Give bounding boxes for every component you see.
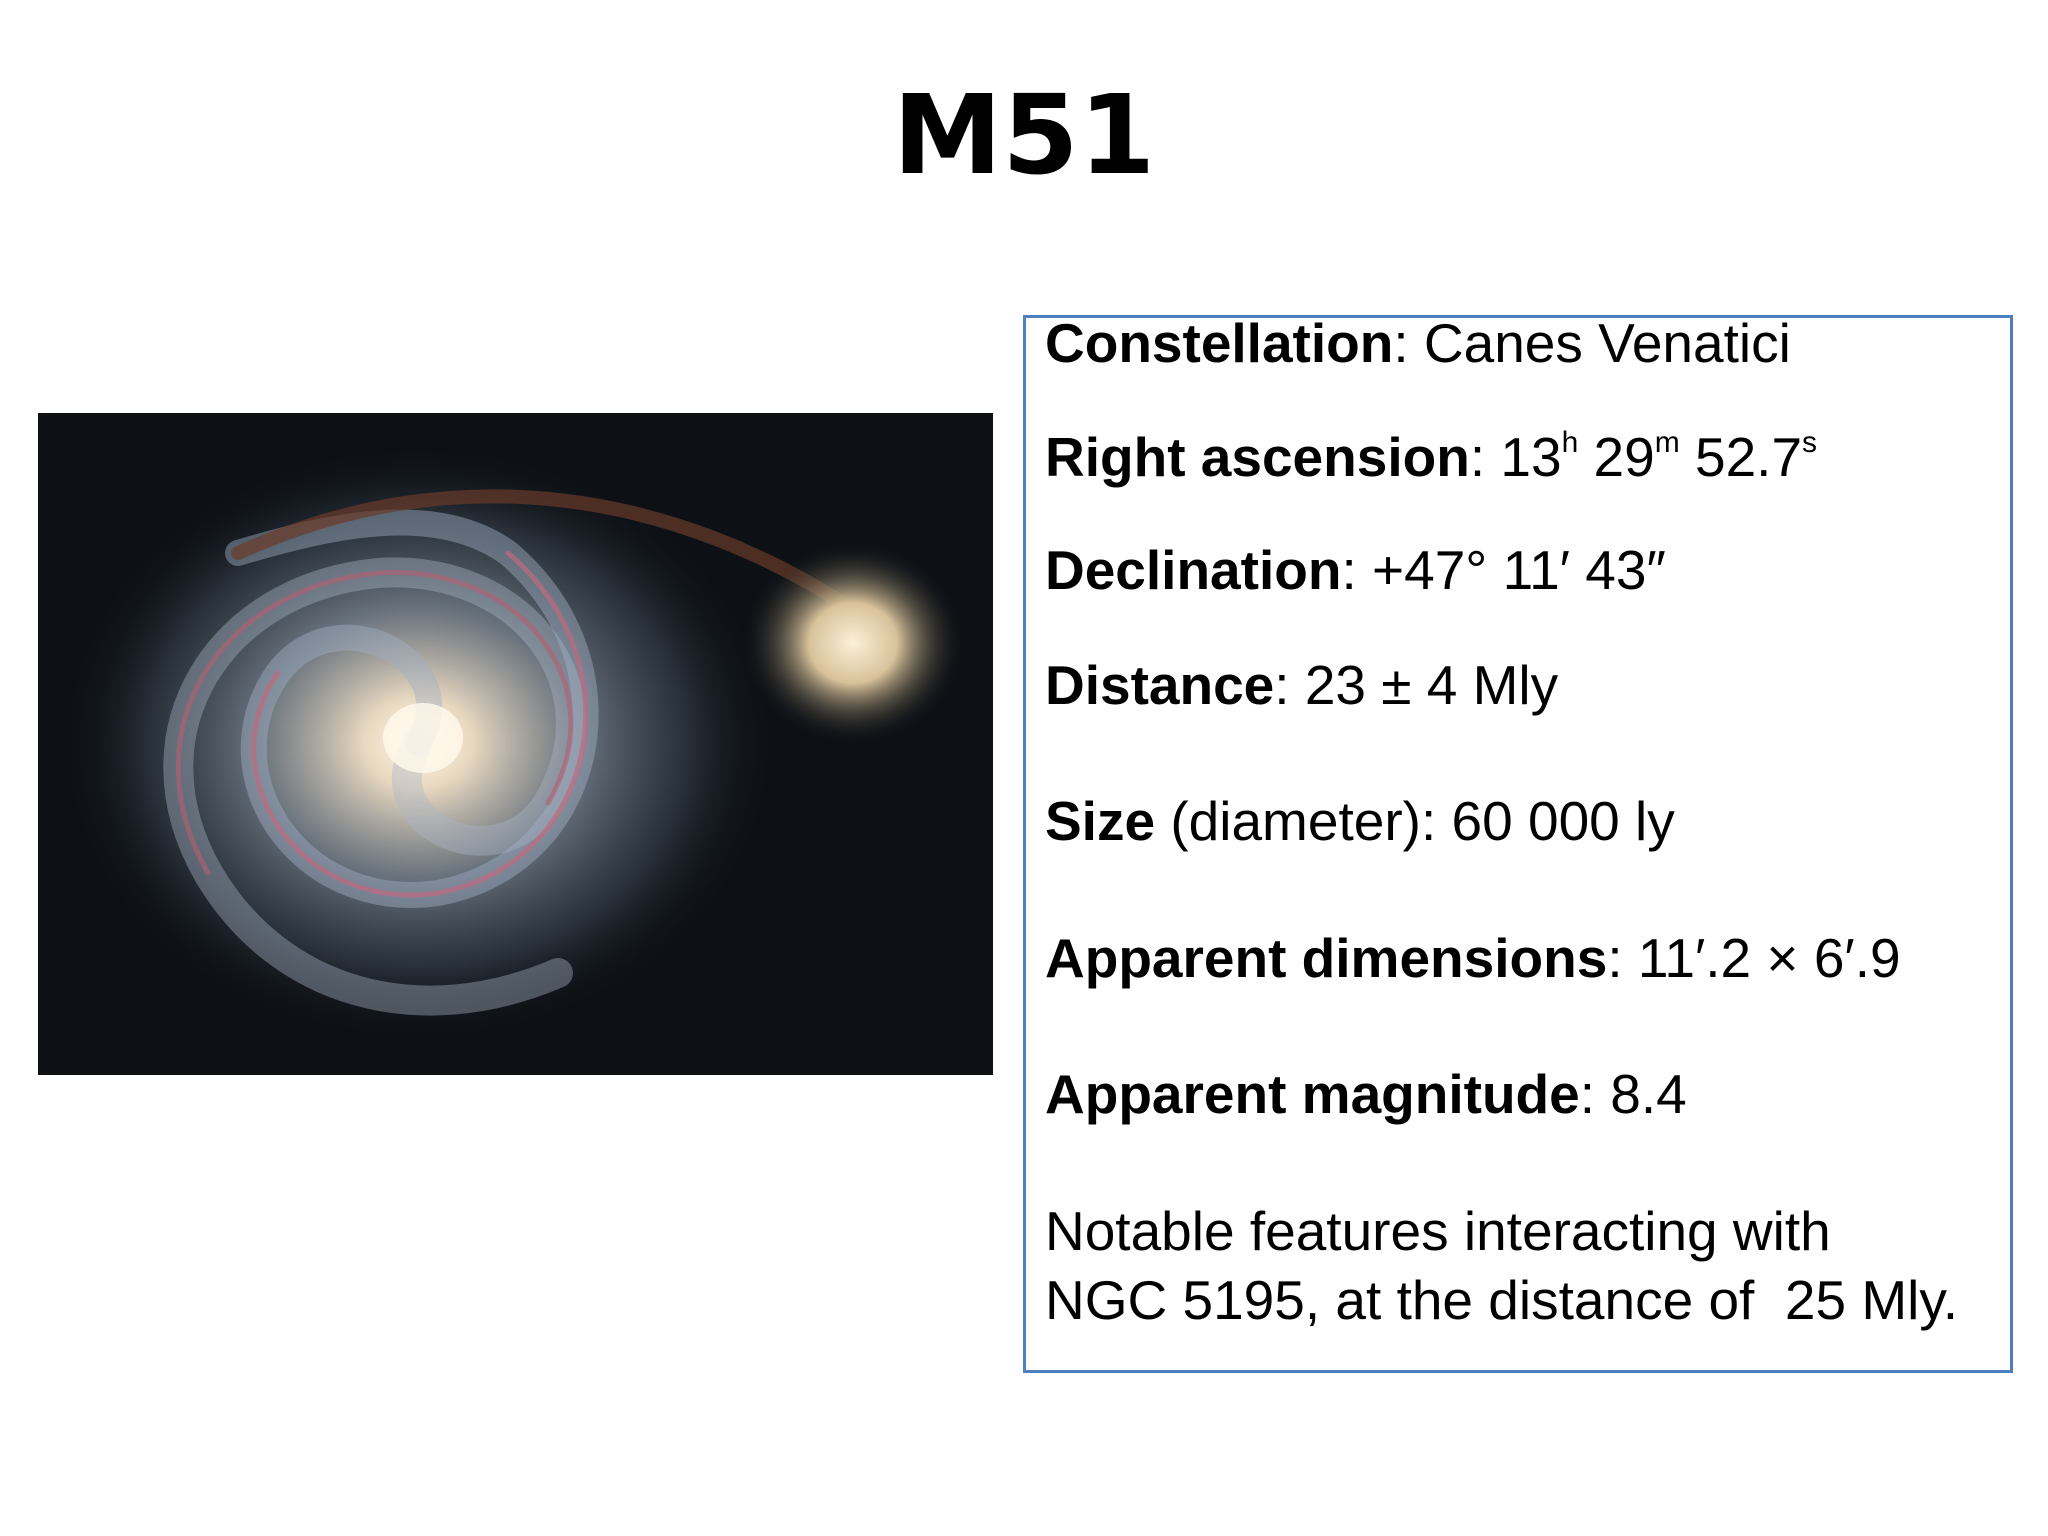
companion-galaxy bbox=[743, 543, 963, 743]
info-value: : 23 ± 4 Mly bbox=[1274, 654, 1559, 716]
info-value: 29 bbox=[1578, 426, 1655, 488]
info-value: : 8.4 bbox=[1579, 1063, 1687, 1125]
info-value: : +47° 11′ 43″ bbox=[1341, 539, 1666, 601]
info-line: Constellation: Canes Venatici bbox=[1045, 316, 1791, 371]
info-value: (diameter): 60 000 ly bbox=[1155, 790, 1675, 852]
info-label: Apparent dimensions bbox=[1045, 927, 1608, 989]
info-label: Size bbox=[1045, 790, 1156, 852]
unit-superscript: m bbox=[1654, 426, 1680, 459]
info-label: Distance bbox=[1045, 654, 1275, 716]
info-value: : Canes Venatici bbox=[1393, 312, 1791, 374]
info-line: Declination: +47° 11′ 43″ bbox=[1045, 543, 1666, 598]
galaxy-core bbox=[383, 703, 463, 773]
note-line: Notable features interacting with bbox=[1045, 1200, 1831, 1262]
slide-title: M51 bbox=[892, 71, 1156, 199]
unit-superscript: s bbox=[1802, 426, 1818, 459]
info-label: Apparent magnitude bbox=[1045, 1063, 1580, 1125]
info-line: Distance: 23 ± 4 Mly bbox=[1045, 658, 1558, 713]
info-value: : 11′.2 × 6′.9 bbox=[1607, 927, 1901, 989]
info-line: Apparent dimensions: 11′.2 × 6′.9 bbox=[1045, 931, 1901, 986]
info-label: Constellation bbox=[1045, 312, 1394, 374]
note-line: NGC 5195, at the distance of 25 Mly. bbox=[1045, 1269, 1959, 1331]
galaxy-image bbox=[38, 413, 993, 1075]
info-line: Apparent magnitude: 8.4 bbox=[1045, 1067, 1687, 1122]
info-box bbox=[1023, 315, 2013, 1373]
info-label: Right ascension bbox=[1045, 426, 1470, 488]
info-value: 52.7 bbox=[1679, 426, 1803, 488]
spiral-arms bbox=[163, 489, 865, 1016]
info-line: Size (diameter): 60 000 ly bbox=[1045, 794, 1675, 849]
info-label: Declination bbox=[1045, 539, 1342, 601]
unit-superscript: h bbox=[1561, 426, 1579, 459]
info-line: Right ascension: 13h 29m 52.7s bbox=[1045, 428, 1817, 485]
info-value: : 13 bbox=[1469, 426, 1562, 488]
